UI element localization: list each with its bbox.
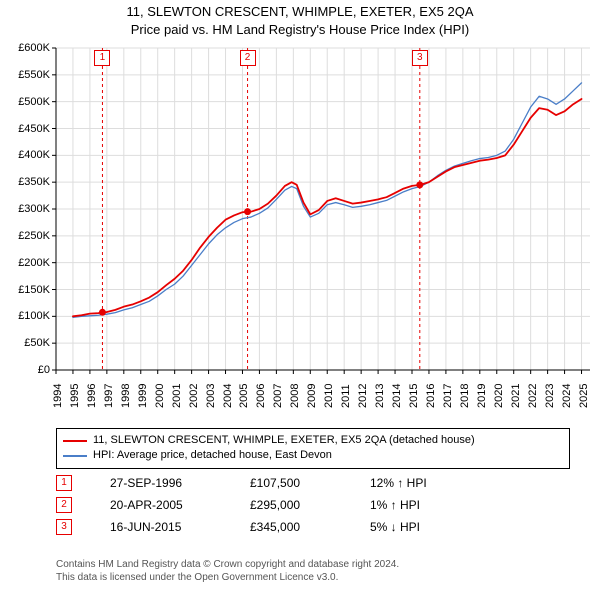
chart-subtitle: Price paid vs. HM Land Registry's House … [0,20,600,38]
sale-marker-badge: 3 [412,50,428,66]
sale-badges-on-plot: 1 2 3 [0,40,600,420]
sale-delta: 12% ↑ HPI [370,476,490,490]
legend-box: 11, SLEWTON CRESCENT, WHIMPLE, EXETER, E… [56,428,570,469]
sale-badge: 1 [56,475,72,491]
sale-delta: 5% ↓ HPI [370,520,490,534]
sale-price: £295,000 [250,498,370,512]
sale-date: 20-APR-2005 [110,498,250,512]
sale-row: 3 16-JUN-2015 £345,000 5% ↓ HPI [56,516,490,538]
sales-table: 1 27-SEP-1996 £107,500 12% ↑ HPI 2 20-AP… [56,472,490,538]
chart-title: 11, SLEWTON CRESCENT, WHIMPLE, EXETER, E… [0,0,600,20]
legend-label: 11, SLEWTON CRESCENT, WHIMPLE, EXETER, E… [93,433,475,448]
legend-swatch [63,440,87,442]
footer-line: Contains HM Land Registry data © Crown c… [56,558,399,571]
sale-marker-badge: 2 [240,50,256,66]
legend-item: 11, SLEWTON CRESCENT, WHIMPLE, EXETER, E… [63,433,563,448]
footer-line: This data is licensed under the Open Gov… [56,571,399,584]
legend-swatch [63,455,87,457]
chart-area: £0£50K£100K£150K£200K£250K£300K£350K£400… [0,40,600,420]
sale-badge: 2 [56,497,72,513]
sale-badge: 3 [56,519,72,535]
footer-attribution: Contains HM Land Registry data © Crown c… [56,558,399,584]
sale-date: 16-JUN-2015 [110,520,250,534]
legend-label: HPI: Average price, detached house, East… [93,448,332,463]
sale-date: 27-SEP-1996 [110,476,250,490]
sale-marker-badge: 1 [94,50,110,66]
sale-price: £107,500 [250,476,370,490]
figure-container: 11, SLEWTON CRESCENT, WHIMPLE, EXETER, E… [0,0,600,590]
sale-price: £345,000 [250,520,370,534]
sale-delta: 1% ↑ HPI [370,498,490,512]
sale-row: 2 20-APR-2005 £295,000 1% ↑ HPI [56,494,490,516]
sale-row: 1 27-SEP-1996 £107,500 12% ↑ HPI [56,472,490,494]
legend-item: HPI: Average price, detached house, East… [63,448,563,463]
